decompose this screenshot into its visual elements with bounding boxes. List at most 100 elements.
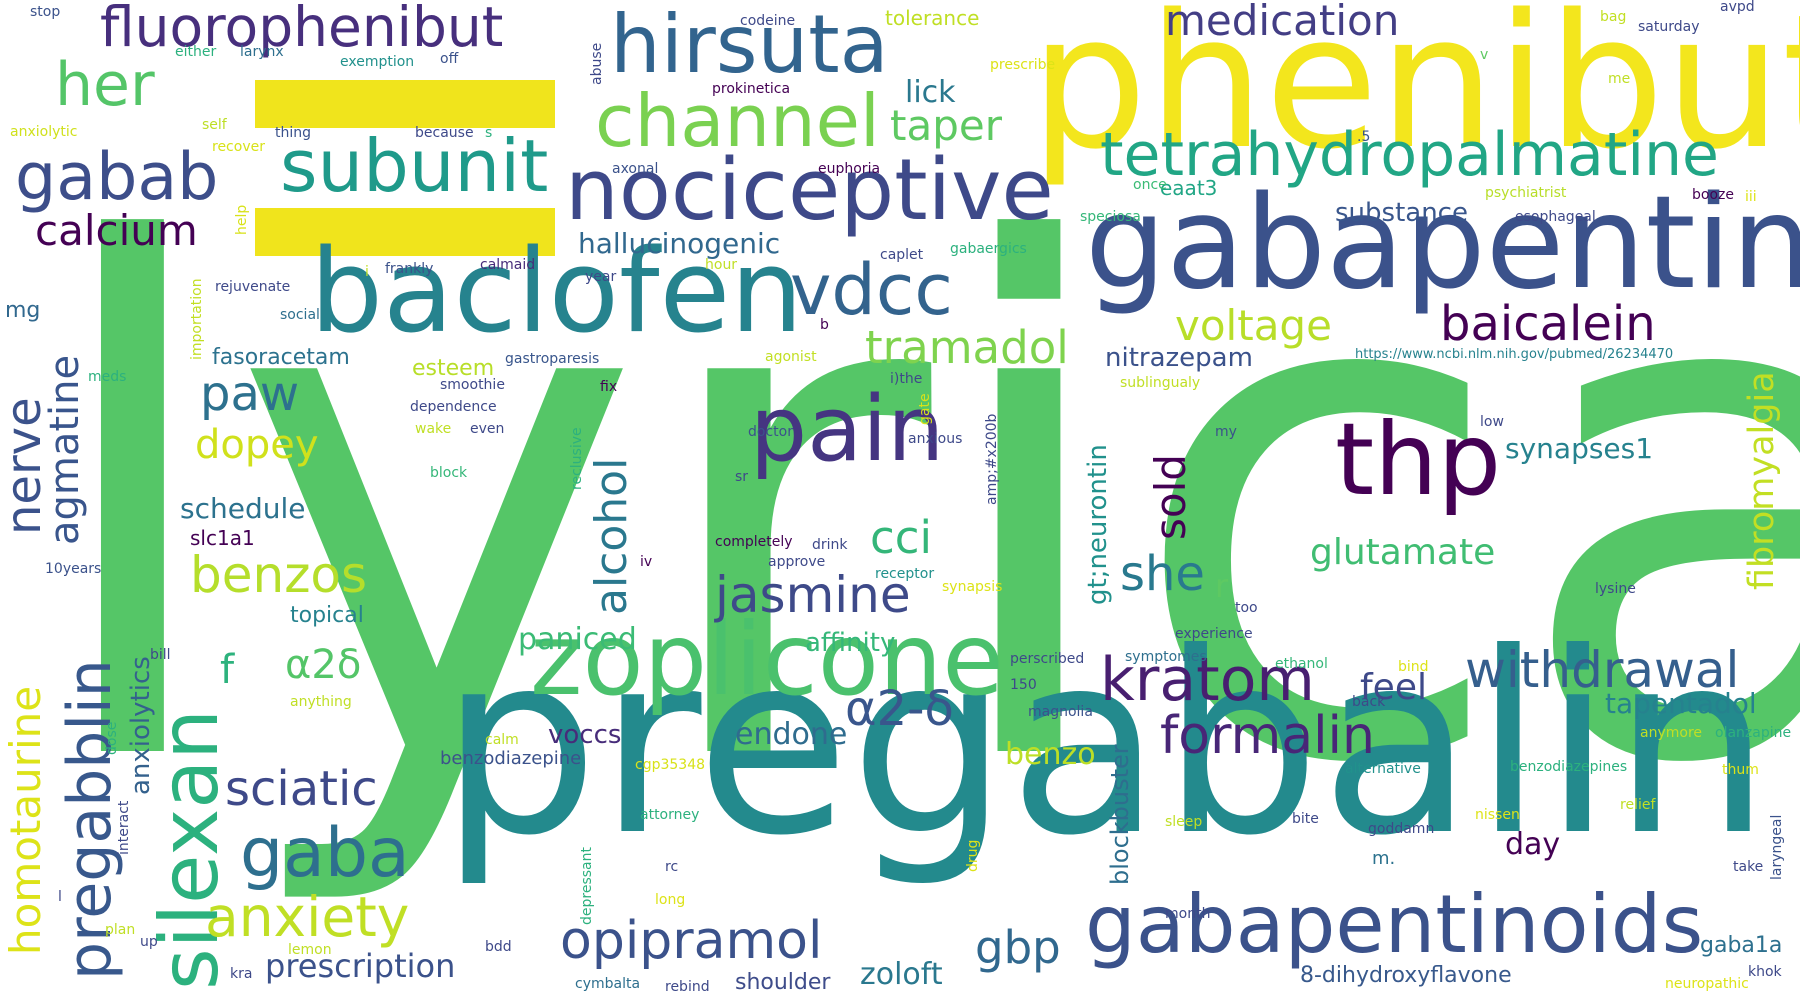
word-day: day <box>1505 827 1561 862</box>
word-pregabalin: pregabalin <box>440 599 1771 890</box>
word-year: year <box>585 269 617 285</box>
word-voltage: voltage <box>1175 301 1332 350</box>
word-agmatine: agmatine <box>42 354 88 545</box>
word-gaba: gaba <box>240 814 410 893</box>
word-psychiatrist: psychiatrist <box>1485 185 1567 201</box>
word-cgp35348: cgp35348 <box>635 757 706 773</box>
word-booze: booze <box>1692 187 1734 203</box>
word-benzo: benzo <box>1005 737 1096 772</box>
word-iii: iii <box>1745 189 1757 205</box>
word-paw: paw <box>200 366 300 422</box>
word-nerve: nerve <box>0 397 52 535</box>
word-anxiolytic: anxiolytic <box>10 124 78 140</box>
word-take: take <box>1733 859 1764 875</box>
word-interact: interact <box>116 800 132 855</box>
word-magnolia: magnolia <box>1028 704 1093 720</box>
word-zoplicone: zoplicone <box>530 601 1004 718</box>
word-rc: rc <box>665 859 679 875</box>
word-my: my <box>1215 424 1237 440</box>
word-even: even <box>470 421 505 437</box>
word-relief: relief <box>1620 797 1656 813</box>
word-completely: completely <box>715 534 793 550</box>
word-dependence: dependence <box>410 399 497 415</box>
word-fluorophenibut: fluorophenibut <box>100 0 504 59</box>
word-opipramol: opipramol <box>560 911 823 971</box>
word-eaat3: eaat3 <box>1160 176 1218 200</box>
word-bill: bill <box>150 647 171 663</box>
word-either: either <box>175 44 217 60</box>
word-wake: wake <box>415 421 452 437</box>
word-150: 150 <box>1010 677 1037 693</box>
word-help: help <box>234 204 250 235</box>
word-tramadol: tramadol <box>865 321 1069 374</box>
word-drug: drug <box>965 839 981 872</box>
word-thp: thp <box>1335 401 1502 518</box>
word-sublingualy: sublingualy <box>1120 375 1201 391</box>
word-gastroparesis: gastroparesis <box>505 351 600 367</box>
word-alternative: alternative <box>1345 761 1421 777</box>
word-doctor: doctor <box>748 424 793 440</box>
word-mg: mg <box>5 298 41 323</box>
word-synapses1: synapses1 <box>1505 432 1654 465</box>
word-cci: cci <box>870 511 932 564</box>
word-anything: anything <box>290 694 352 710</box>
word-fibromyalgia: fibromyalgia <box>1742 371 1782 590</box>
word-bind: bind <box>1398 659 1429 675</box>
word-low: low <box>1480 414 1504 430</box>
word-me: me <box>1608 71 1631 87</box>
word-once: once <box>1133 177 1167 193</box>
word-importation: importation <box>189 278 205 360</box>
word-sr: sr <box>735 469 749 485</box>
word-amp-x200b: amp;#x200b <box>984 413 1000 505</box>
word-2: α2-δ <box>845 681 954 737</box>
word-pain: pain <box>750 377 945 482</box>
word-glutamate: glutamate <box>1310 532 1496 573</box>
word-iv: iv <box>640 554 653 570</box>
word-https-www-ncbi-nlm-nih-gov-pubmed-26234470: https://www.ncbi.nlm.nih.gov/pubmed/2623… <box>1355 347 1674 362</box>
word-benzodiazepines: benzodiazepines <box>1510 759 1628 775</box>
word-too: too <box>1235 600 1258 616</box>
word-agonist: agonist <box>765 349 817 365</box>
word-because: because <box>415 125 474 141</box>
word-gbp: gbp <box>975 921 1061 974</box>
word-calmaid: calmaid <box>480 257 536 273</box>
word-anxiolytics: anxiolytics <box>126 656 156 795</box>
word-phenibut: phenibut <box>1030 0 1800 190</box>
word-drink: drink <box>812 537 848 553</box>
word-meds: meds <box>88 369 127 385</box>
word-bag: bag <box>1600 9 1627 25</box>
word-sciatic: sciatic <box>225 761 378 817</box>
word-5: .5 <box>1357 129 1371 145</box>
word-slc1a1: slc1a1 <box>190 526 255 550</box>
word-schedule: schedule <box>180 492 306 525</box>
word-bite: bite <box>1292 811 1319 827</box>
word-gate: gate <box>917 393 933 425</box>
word-dose: dose <box>104 721 120 755</box>
word-baicalein: baicalein <box>1440 296 1656 352</box>
word-neuropathic: neuropathic <box>1665 976 1749 992</box>
word-nitrazepam: nitrazepam <box>1105 343 1253 373</box>
word-feel: feel <box>1360 667 1427 708</box>
word-voccs: voccs <box>548 720 622 750</box>
word-saturday: saturday <box>1638 19 1700 35</box>
word-equals: = <box>255 80 555 260</box>
word-abuse: abuse <box>589 42 605 85</box>
word-attorney: attorney <box>640 807 700 823</box>
word-calm: calm <box>485 732 519 748</box>
word-receptor: receptor <box>875 566 935 582</box>
word-sleep: sleep <box>1165 814 1203 830</box>
word-anymore: anymore <box>1640 725 1703 741</box>
word-self: self <box>202 117 227 133</box>
word-off: off <box>440 51 459 67</box>
word-10years: 10years <box>45 561 102 577</box>
word-cymbalta: cymbalta <box>575 976 641 992</box>
word-reclusive: reclusive <box>569 427 585 490</box>
word-baclofen: baclofen <box>310 225 804 359</box>
word-bdd: bdd <box>485 939 512 955</box>
word-avpd: avpd <box>1720 0 1755 15</box>
word-euphoria: euphoria <box>818 161 881 177</box>
word-anxiety: anxiety <box>205 885 410 949</box>
word-gt-neurontin: gt;neurontin <box>1083 444 1113 605</box>
word-dopey: dopey <box>195 422 319 468</box>
